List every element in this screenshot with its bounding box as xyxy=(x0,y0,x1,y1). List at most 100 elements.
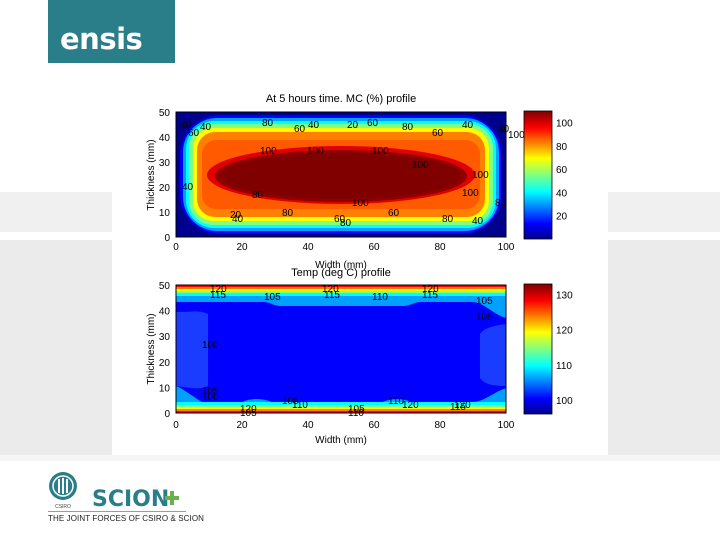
contour-label: 40 xyxy=(308,120,320,131)
contour-label: 40 xyxy=(182,182,194,193)
contour-label: 40 xyxy=(462,120,474,131)
tagline-divider xyxy=(48,511,186,512)
y-tick-label: 30 xyxy=(159,158,171,169)
contour-label: 100 xyxy=(260,146,277,157)
y-tick-label: 30 xyxy=(159,332,171,343)
x-tick-label: 100 xyxy=(498,242,515,253)
x-axis-label: Width (mm) xyxy=(315,435,367,446)
contour-label: 40 xyxy=(180,120,192,131)
contour-label: 105 xyxy=(264,292,281,303)
contour-label: 105 xyxy=(348,404,365,415)
y-tick-label: 20 xyxy=(159,358,171,369)
ensis-logo: ensis xyxy=(48,0,175,63)
heatmap-field xyxy=(176,112,506,237)
contour-label: 60 xyxy=(188,128,200,139)
colorbar-tick-label: 130 xyxy=(556,291,573,302)
contour-label: 100 xyxy=(372,146,389,157)
scion-logo: SCION xyxy=(92,487,179,510)
contour-label: 80 xyxy=(442,214,454,225)
csiro-logo: CSIRO xyxy=(49,472,77,510)
contour-label: 120 xyxy=(240,404,257,415)
contour-label: 60 xyxy=(388,208,400,219)
contour-label: 60 xyxy=(334,214,346,225)
contour-label: 120 xyxy=(322,284,339,295)
contour-label: 115 xyxy=(210,290,226,301)
contour-label: 100 xyxy=(472,170,489,181)
tagline: THE JOINT FORCES OF CSIRO & SCION xyxy=(48,514,205,523)
contour-label: 110 xyxy=(372,292,388,303)
colorbar-tick-label: 100 xyxy=(556,119,573,130)
contour-label: 105 xyxy=(282,396,299,407)
colorbar xyxy=(523,110,553,240)
colorbar-ticks: 20 40 60 80 100 xyxy=(556,119,573,223)
contour-label: 40 xyxy=(200,122,212,133)
contour-label: 110 xyxy=(292,400,308,411)
contour-label: 80 xyxy=(498,124,510,135)
y-axis: 0 10 20 30 40 50 xyxy=(159,108,171,244)
y-tick-label: 40 xyxy=(159,133,171,144)
contour-label: 100 xyxy=(508,130,525,141)
x-tick-label: 20 xyxy=(236,242,248,253)
contour-label: 110 xyxy=(348,408,364,419)
x-tick-label: 60 xyxy=(368,420,380,431)
contour-label: 80 xyxy=(282,208,294,219)
contour-label: 105 xyxy=(240,408,257,419)
contour-label: 60 xyxy=(432,128,444,139)
contour-label: 105 xyxy=(202,386,219,397)
x-tick-label: 80 xyxy=(434,242,446,253)
x-tick-label: 80 xyxy=(434,420,446,431)
colorbar-tick-label: 60 xyxy=(556,165,568,176)
contour-label: 100 xyxy=(462,188,479,199)
contour-label: 20 xyxy=(230,210,242,221)
contour-label: 120 xyxy=(402,400,419,411)
chart-title: At 5 hours time. MC (%) profile xyxy=(266,93,416,105)
contour-label: 120 xyxy=(454,400,471,411)
contour-label: 100 xyxy=(352,198,369,209)
x-tick-label: 40 xyxy=(302,242,314,253)
scion-text: SCION xyxy=(92,487,169,510)
logo-text: ensis xyxy=(60,22,143,56)
contour-label: 80 xyxy=(402,122,414,133)
colorbar-tick-label: 20 xyxy=(556,212,568,223)
x-tick-label: 20 xyxy=(236,420,248,431)
colorbar xyxy=(523,283,553,415)
x-axis-label: Width (mm) xyxy=(315,260,367,271)
y-tick-label: 40 xyxy=(159,307,171,318)
contour-label: 105 xyxy=(476,312,493,323)
y-axis: 0 10 20 30 40 50 xyxy=(159,281,171,420)
colorbar-tick-label: 110 xyxy=(556,361,572,372)
x-tick-label: 60 xyxy=(368,242,380,253)
y-axis-label: Thickness (mm) xyxy=(146,313,157,384)
y-tick-label: 0 xyxy=(164,233,170,244)
contour-label: 80 xyxy=(495,198,507,209)
contour-label: 115 xyxy=(450,402,466,413)
x-tick-label: 100 xyxy=(498,420,515,431)
contour-label: 80 xyxy=(252,190,264,201)
x-axis: 0 20 40 60 80 100 xyxy=(173,420,515,431)
y-tick-label: 0 xyxy=(164,409,170,420)
background-band xyxy=(0,455,720,461)
contour-label: 40 xyxy=(232,214,244,225)
y-tick-label: 50 xyxy=(159,281,171,292)
contour-label: 105 xyxy=(476,296,493,307)
csiro-text: CSIRO xyxy=(55,504,71,510)
x-tick-label: 0 xyxy=(173,242,179,253)
contour-label: 100 xyxy=(202,392,219,403)
colorbar-ticks: 100 110 120 130 xyxy=(556,291,573,407)
contour-label: 100 xyxy=(412,160,429,171)
colorbar-tick-label: 120 xyxy=(556,326,573,337)
y-tick-label: 10 xyxy=(159,383,171,394)
colorbar-tick-label: 80 xyxy=(556,142,568,153)
contour-label: 40 xyxy=(472,216,484,227)
x-tick-label: 0 xyxy=(173,420,179,431)
colorbar-tick-label: 100 xyxy=(556,396,573,407)
x-tick-label: 40 xyxy=(302,420,314,431)
chart-title: Temp (deg C) profile xyxy=(291,267,391,279)
x-axis: 0 20 40 60 80 100 xyxy=(173,242,515,253)
contour-label: 80 xyxy=(340,218,352,229)
contour-label: 80 xyxy=(262,118,274,129)
contour-label: 120 xyxy=(422,284,439,295)
contour-label: 20 xyxy=(347,120,359,131)
contour-label: 100 xyxy=(307,146,324,157)
